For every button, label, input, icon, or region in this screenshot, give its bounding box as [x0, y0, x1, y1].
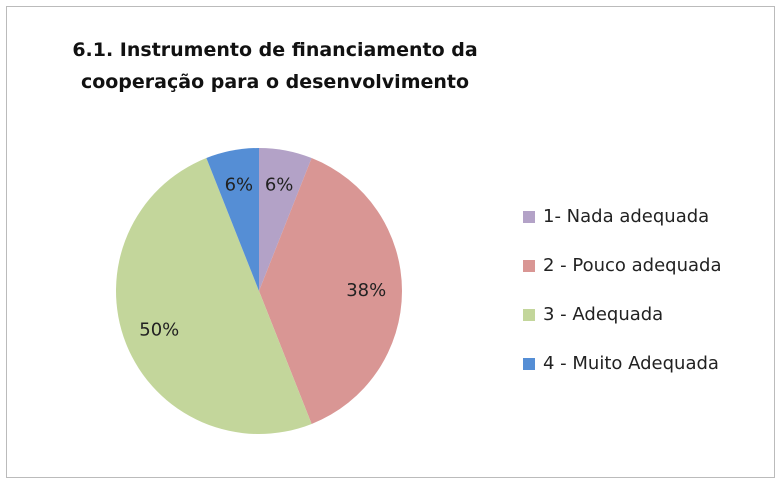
- pie-slice: [259, 158, 402, 424]
- legend-label: 2 - Pouco adequada: [543, 255, 722, 276]
- pie-slice: [259, 148, 312, 291]
- chart-title: 6.1. Instrumento de financiamento da coo…: [72, 39, 478, 93]
- legend-swatch: [523, 211, 535, 223]
- legend-swatch: [523, 260, 535, 272]
- legend-label: 3 - Adequada: [543, 304, 663, 325]
- legend-label: 1- Nada adequada: [543, 206, 709, 227]
- data-label: 6%: [265, 175, 294, 196]
- data-label: 6%: [225, 175, 254, 196]
- legend-swatch: [523, 309, 535, 321]
- data-label: 38%: [346, 280, 386, 301]
- legend-swatch: [523, 358, 535, 370]
- legend-label: 4 - Muito Adequada: [543, 353, 719, 374]
- pie-slice: [206, 148, 259, 291]
- data-label: 50%: [139, 319, 179, 340]
- pie-slice: [115, 158, 312, 434]
